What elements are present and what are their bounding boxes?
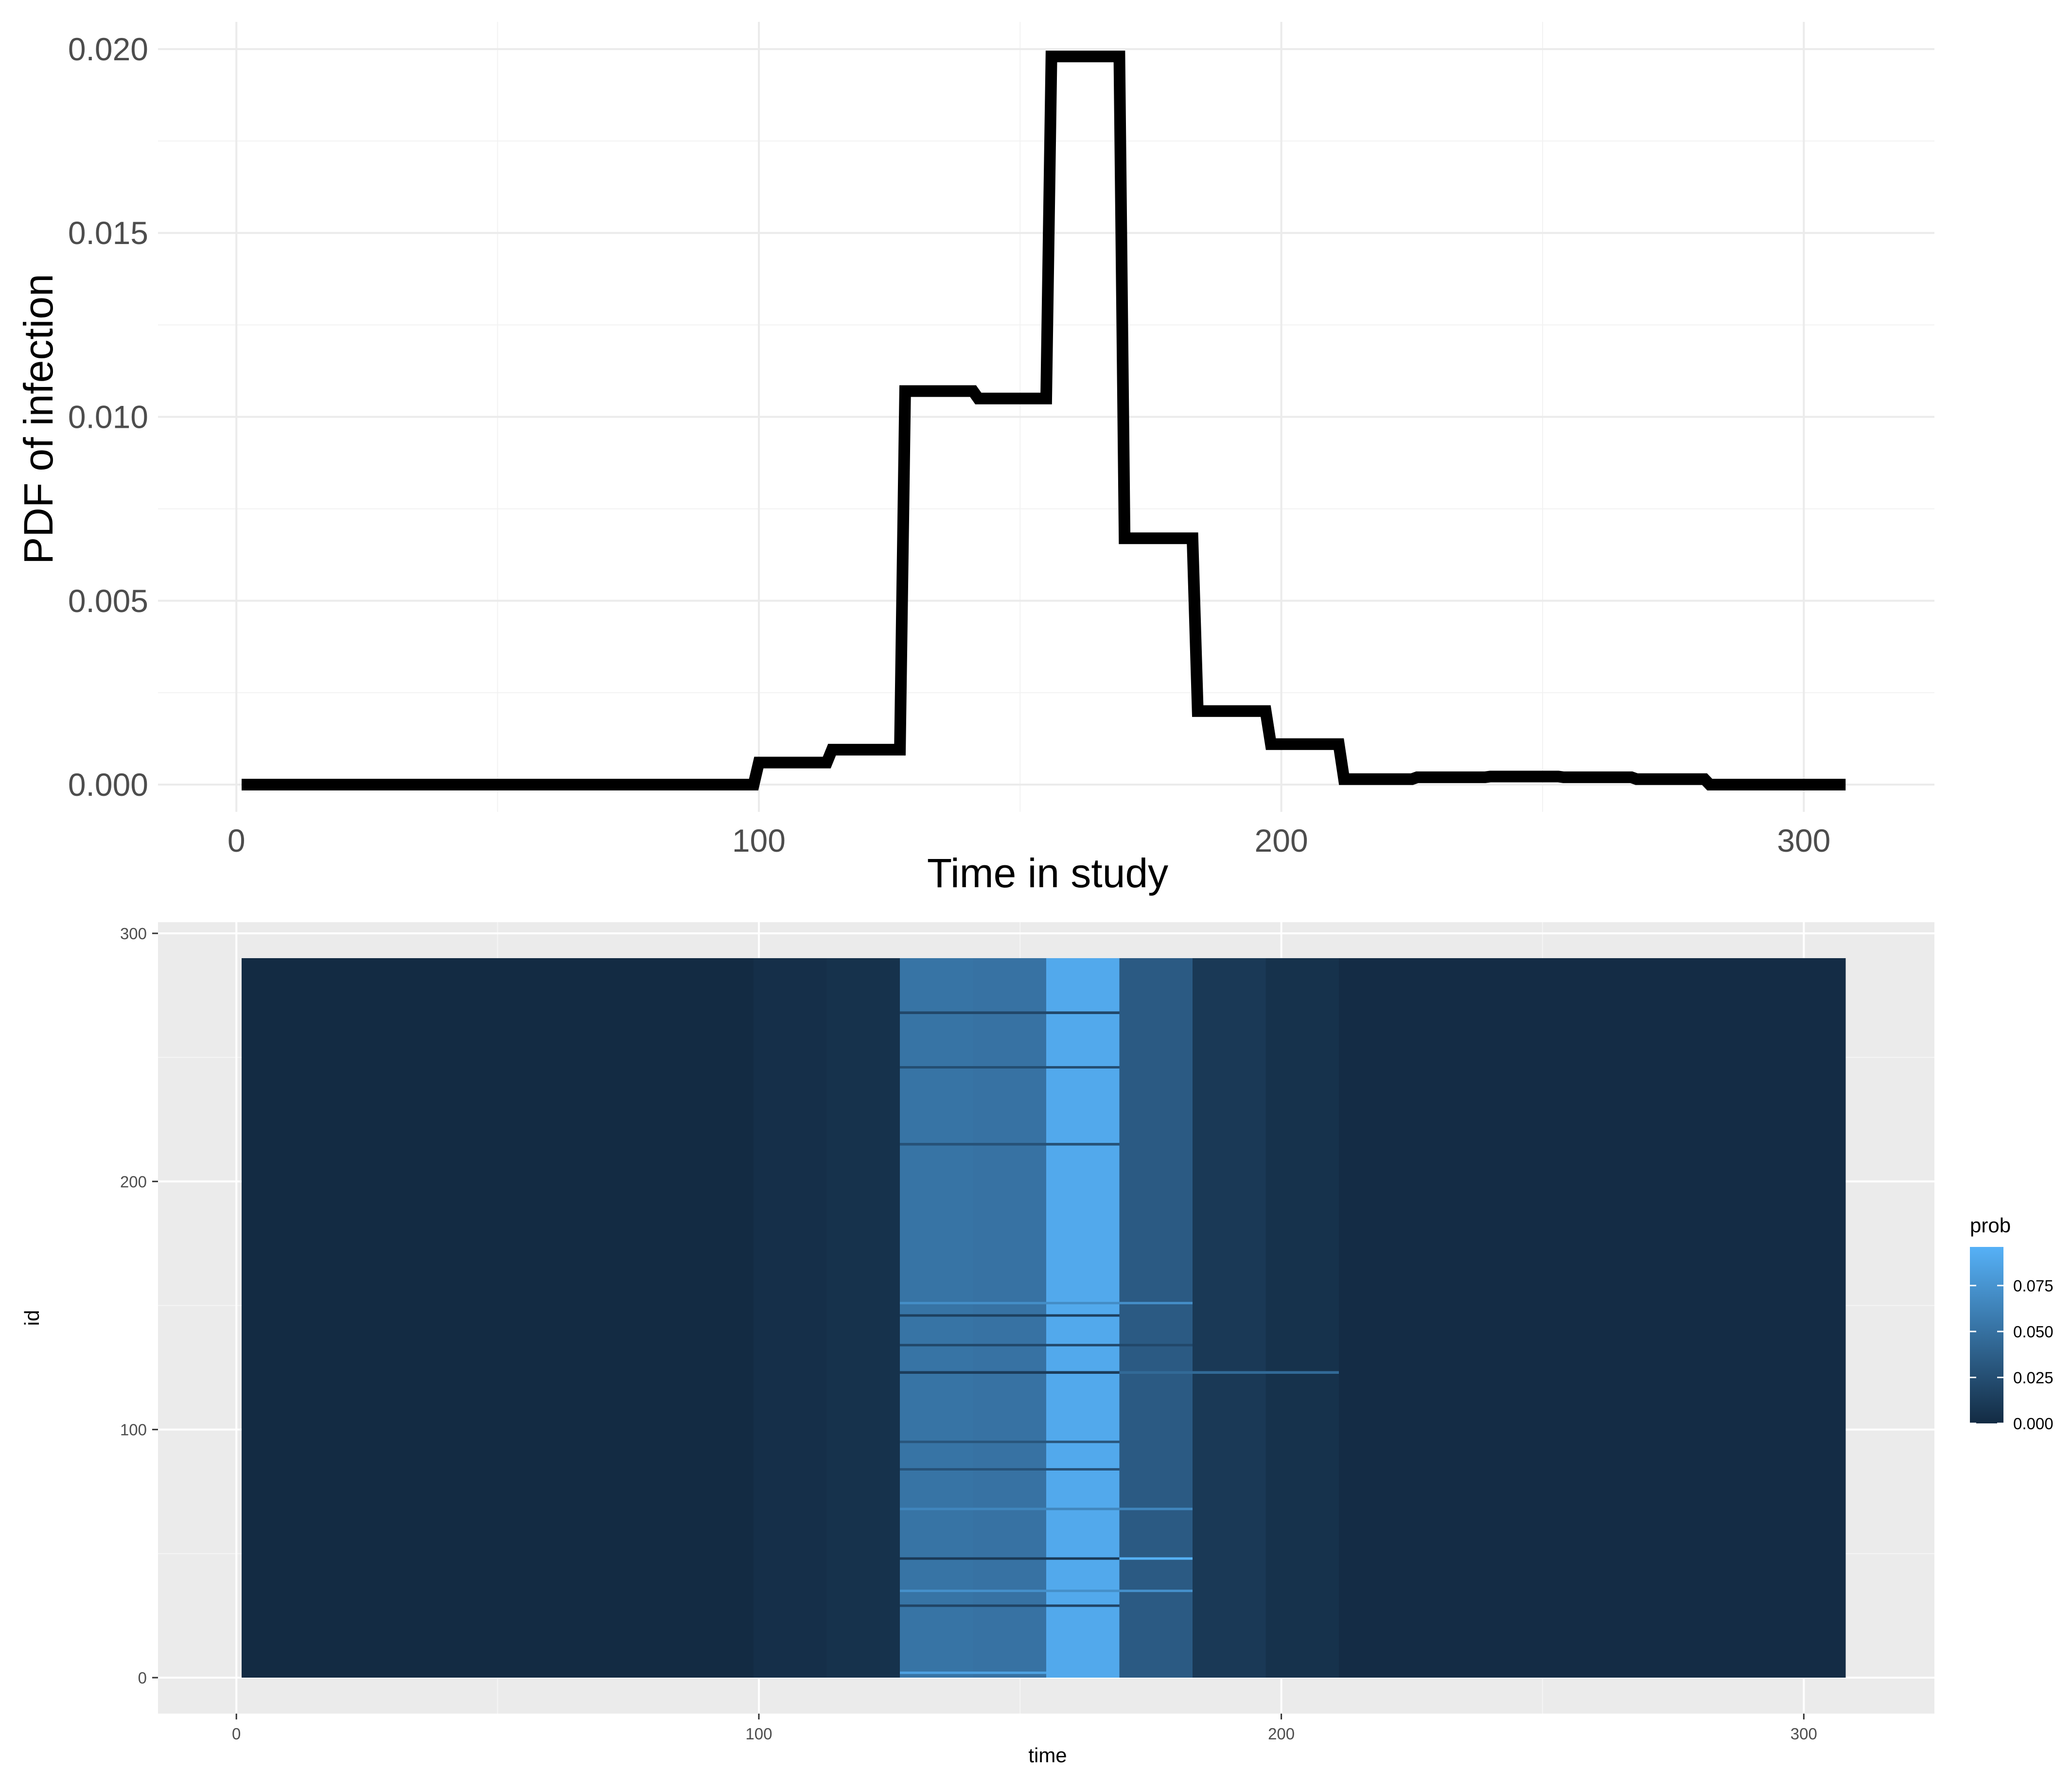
pdf-data-point <box>753 784 754 785</box>
heatmap-tile-column <box>1119 958 1193 1678</box>
pdf-line-chart: 0 100 200 300 0.000 0.005 0.010 0.015 0.020 Tim… <box>16 22 1934 896</box>
pdf-data-point <box>1845 784 1846 785</box>
bottom-x-tick-label: 100 <box>745 1725 772 1743</box>
heatmap-tile-row <box>900 1301 1193 1304</box>
bottom-y-tick-label: 0 <box>138 1669 147 1687</box>
pdf-data-point <box>241 784 242 785</box>
heatmap-tile-row <box>900 1671 1046 1674</box>
color-legend: prob 0.000 0.025 0.050 0.075 <box>1970 1214 2054 1433</box>
top-y-tick-label: 0.010 <box>68 399 148 435</box>
bottom-y-tick-labels: 0 100 200 300 <box>120 925 158 1687</box>
prob-heatmap: 0 100 200 300 0 100 200 300 time id prob 0.000… <box>20 922 2054 1767</box>
pdf-data-point <box>1631 777 1632 778</box>
pdf-data-point <box>1417 777 1418 778</box>
bottom-x-tick-label: 200 <box>1268 1725 1295 1743</box>
heatmap-tile-column <box>973 958 1046 1678</box>
heatmap-tile-row <box>900 1468 1120 1471</box>
heatmap-tile-row <box>900 1011 1120 1014</box>
heatmap-tile-row <box>900 1604 1120 1607</box>
bottom-y-tick-label: 100 <box>120 1421 147 1439</box>
pdf-data-point <box>1046 398 1047 399</box>
top-y-tick-label: 0.000 <box>68 767 148 803</box>
top-x-tick-label: 300 <box>1777 823 1830 859</box>
heatmap-tile-row <box>900 1589 1193 1592</box>
pdf-data-point <box>1338 744 1339 745</box>
top-x-tick-labels: 0 100 200 300 <box>228 823 1831 859</box>
bottom-x-tick-labels: 0 100 200 300 <box>232 1714 1817 1743</box>
top-x-axis-label: Time in study <box>927 850 1168 896</box>
pdf-data-point <box>1485 777 1486 778</box>
legend-ticks: 0.000 0.025 0.050 0.075 <box>1970 1277 2054 1433</box>
pdf-data-point <box>899 749 900 750</box>
pdf-data-point <box>1192 538 1193 539</box>
top-x-tick-label: 0 <box>228 823 246 859</box>
pdf-data-point <box>1558 776 1559 777</box>
top-y-tick-label: 0.015 <box>68 215 148 251</box>
pdf-data-point <box>831 749 832 750</box>
bottom-y-axis-label: id <box>20 1310 43 1326</box>
legend-tick-label: 0.050 <box>2013 1323 2054 1341</box>
heatmap-tile-row <box>900 1557 1120 1560</box>
heatmap-tile-row <box>900 1143 1120 1146</box>
pdf-data-point <box>1563 777 1564 778</box>
heatmap-tile-column <box>1338 958 1846 1678</box>
heatmap-tile-row <box>900 1314 1120 1317</box>
heatmap-tile-column <box>826 958 900 1678</box>
top-x-tick-label: 100 <box>732 823 786 859</box>
pdf-data-point <box>1411 779 1412 780</box>
pdf-data-point <box>1270 744 1271 745</box>
heatmap-tile-column <box>1265 958 1339 1678</box>
bottom-x-tick-label: 0 <box>232 1725 241 1743</box>
pdf-data-point <box>1119 56 1120 57</box>
bottom-y-tick-label: 300 <box>120 925 147 943</box>
heatmap-tile-column <box>1046 958 1120 1678</box>
legend-title: prob <box>1970 1214 2011 1237</box>
legend-tick-label: 0.075 <box>2013 1277 2054 1295</box>
legend-tick-label: 0.025 <box>2013 1368 2054 1386</box>
heatmap-tile-row <box>900 1440 1120 1443</box>
pdf-series-line <box>242 51 1846 790</box>
pdf-data-point <box>1124 538 1125 539</box>
pdf-data-point <box>826 762 827 763</box>
pdf-data-point <box>1709 784 1710 785</box>
heatmap-tile-column <box>754 958 827 1678</box>
pdf-data-point <box>973 391 974 392</box>
pdf-data-point <box>1344 779 1345 780</box>
pdf-data-point <box>1197 711 1198 712</box>
heatmap-tiles <box>241 958 1846 1678</box>
top-x-tick-label: 200 <box>1255 823 1308 859</box>
top-y-tick-labels: 0.000 0.005 0.010 0.015 0.020 <box>68 31 148 803</box>
bottom-x-tick-label: 300 <box>1791 1725 1817 1743</box>
heatmap-tile-row <box>900 1507 1193 1510</box>
bottom-y-tick-label: 200 <box>120 1173 147 1191</box>
legend-colorbar <box>1970 1247 2003 1423</box>
heatmap-tile-row <box>900 1066 1120 1069</box>
heatmap-tile-row <box>1119 1557 1193 1560</box>
heatmap-tile-row <box>1119 1371 1339 1374</box>
bottom-x-axis-label: time <box>1028 1744 1067 1767</box>
heatmap-tile-column <box>1192 958 1266 1678</box>
pdf-data-point <box>978 398 979 399</box>
pdf-data-point <box>1051 56 1052 57</box>
pdf-data-point <box>1636 779 1637 780</box>
top-y-tick-label: 0.005 <box>68 583 148 619</box>
heatmap-tile-column <box>900 958 973 1678</box>
pdf-data-point <box>1490 776 1491 777</box>
heatmap-tile-row <box>900 1371 1120 1374</box>
heatmap-tile-row <box>900 1344 1193 1347</box>
heatmap-tile-column <box>241 958 754 1678</box>
top-y-axis-label: PDF of infection <box>16 274 61 564</box>
pdf-data-point <box>905 391 906 392</box>
pdf-data-point <box>1704 779 1705 780</box>
legend-tick-label: 0.000 <box>2013 1415 2054 1433</box>
pdf-data-point <box>758 762 759 763</box>
top-series-layer <box>241 51 1846 790</box>
top-y-tick-label: 0.020 <box>68 31 148 67</box>
pdf-data-point <box>1265 711 1266 712</box>
